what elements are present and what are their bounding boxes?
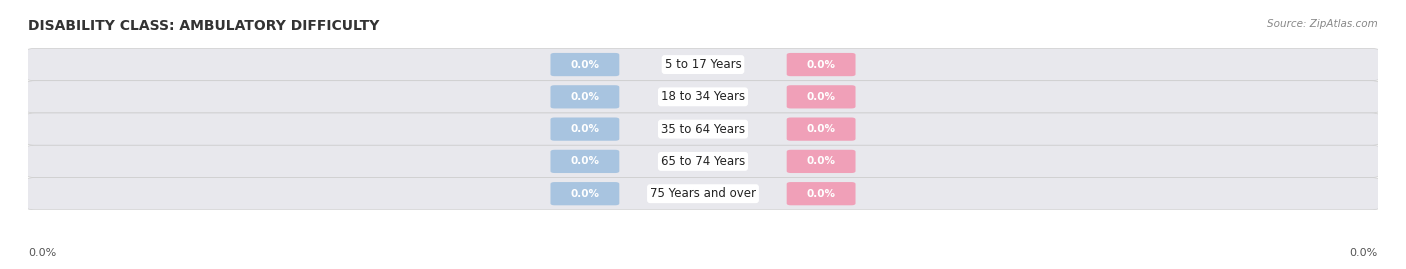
- Text: DISABILITY CLASS: AMBULATORY DIFFICULTY: DISABILITY CLASS: AMBULATORY DIFFICULTY: [28, 19, 380, 33]
- FancyBboxPatch shape: [25, 178, 1381, 210]
- Text: Source: ZipAtlas.com: Source: ZipAtlas.com: [1267, 19, 1378, 29]
- FancyBboxPatch shape: [787, 118, 855, 141]
- FancyBboxPatch shape: [551, 182, 619, 205]
- Text: 0.0%: 0.0%: [571, 124, 599, 134]
- FancyBboxPatch shape: [787, 150, 855, 173]
- FancyBboxPatch shape: [551, 53, 619, 76]
- Text: 65 to 74 Years: 65 to 74 Years: [661, 155, 745, 168]
- Text: 0.0%: 0.0%: [571, 189, 599, 199]
- FancyBboxPatch shape: [787, 85, 855, 108]
- Text: 18 to 34 Years: 18 to 34 Years: [661, 90, 745, 103]
- Text: 0.0%: 0.0%: [807, 59, 835, 70]
- FancyBboxPatch shape: [787, 182, 855, 205]
- FancyBboxPatch shape: [551, 85, 619, 108]
- Text: 0.0%: 0.0%: [571, 156, 599, 167]
- Text: 0.0%: 0.0%: [571, 92, 599, 102]
- Text: 75 Years and over: 75 Years and over: [650, 187, 756, 200]
- Text: 0.0%: 0.0%: [807, 156, 835, 167]
- FancyBboxPatch shape: [25, 81, 1381, 113]
- Text: 0.0%: 0.0%: [28, 248, 56, 258]
- FancyBboxPatch shape: [25, 48, 1381, 81]
- FancyBboxPatch shape: [551, 118, 619, 141]
- FancyBboxPatch shape: [787, 53, 855, 76]
- Text: 0.0%: 0.0%: [807, 92, 835, 102]
- Text: 0.0%: 0.0%: [807, 189, 835, 199]
- Text: 5 to 17 Years: 5 to 17 Years: [665, 58, 741, 71]
- Text: 0.0%: 0.0%: [571, 59, 599, 70]
- Text: 0.0%: 0.0%: [807, 124, 835, 134]
- Text: 0.0%: 0.0%: [1350, 248, 1378, 258]
- FancyBboxPatch shape: [551, 150, 619, 173]
- Text: 35 to 64 Years: 35 to 64 Years: [661, 123, 745, 136]
- FancyBboxPatch shape: [25, 145, 1381, 178]
- FancyBboxPatch shape: [25, 113, 1381, 145]
